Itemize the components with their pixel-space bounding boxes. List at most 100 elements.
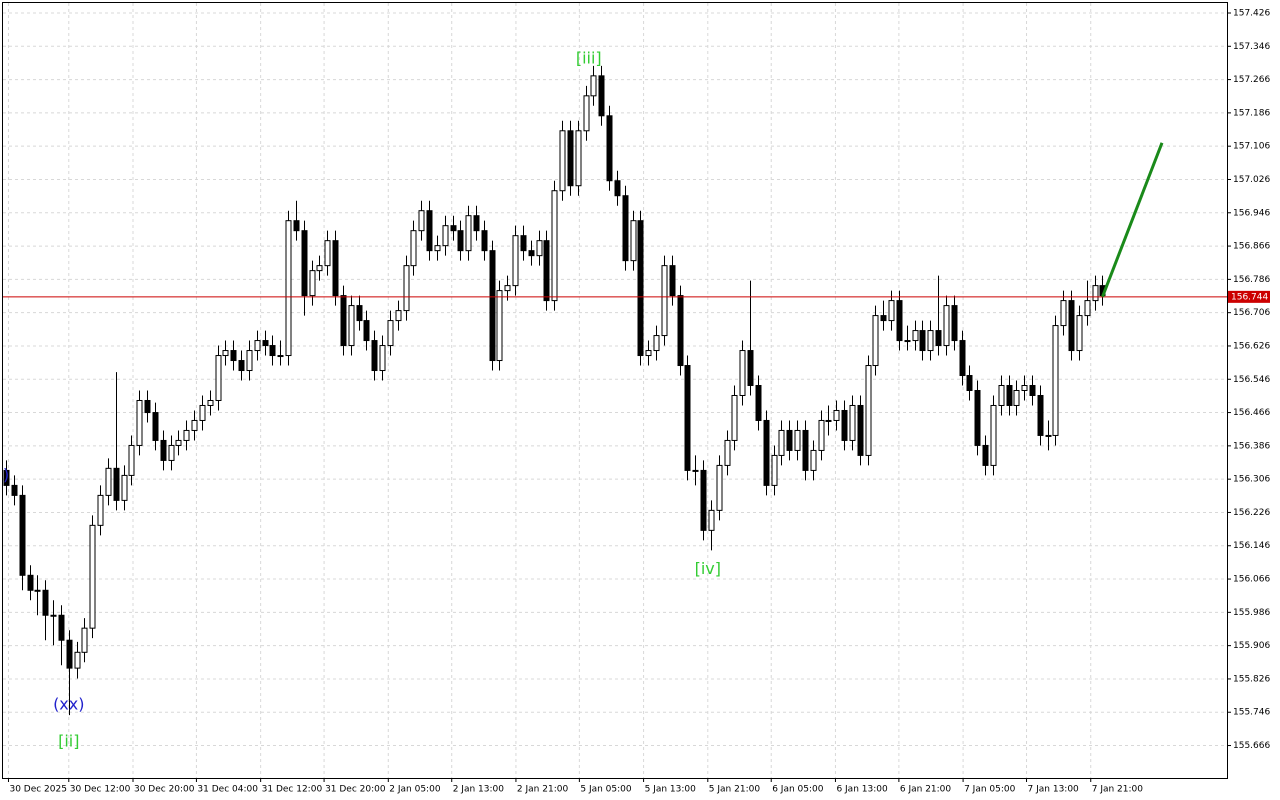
candle-body	[849, 404, 856, 441]
y-tick-label: 156.066	[1233, 575, 1270, 585]
candle-body	[285, 220, 292, 357]
candle-body	[802, 429, 809, 471]
candle-body	[42, 589, 49, 616]
wave-label: [iv]	[695, 559, 721, 578]
candle-body	[152, 412, 159, 441]
candle-body	[410, 230, 417, 267]
candle-body	[575, 130, 582, 187]
candle-body	[183, 429, 190, 441]
candle-body	[724, 439, 731, 466]
candle-body	[324, 240, 331, 267]
y-tick-label: 157.266	[1233, 75, 1270, 85]
candle-body	[684, 365, 691, 471]
candle-body	[144, 399, 151, 414]
candle-body	[66, 639, 73, 669]
candle-body	[943, 305, 950, 347]
candle-body	[309, 270, 316, 297]
candle-body	[496, 290, 503, 362]
candle-body	[692, 469, 699, 472]
candle-body	[418, 210, 425, 232]
candle-body	[778, 429, 785, 456]
x-tick-label: 6 Jan 13:00	[836, 785, 888, 795]
candle-body	[3, 469, 10, 486]
candle-body	[630, 220, 637, 262]
candle-body	[763, 419, 770, 486]
candle-body	[175, 439, 182, 446]
candle-body	[637, 220, 644, 357]
candle-body	[966, 375, 973, 392]
y-tick-label: 155.746	[1233, 708, 1270, 718]
candle-body	[1013, 390, 1020, 406]
candle-body	[238, 360, 245, 372]
candle-body	[356, 305, 363, 322]
x-tick-label: 31 Dec 04:00	[197, 785, 258, 795]
candle-body	[653, 335, 660, 352]
candle-body	[371, 340, 378, 372]
candle-body	[959, 340, 966, 377]
y-tick-label: 156.146	[1233, 541, 1270, 551]
y-tick-label: 157.186	[1233, 108, 1270, 118]
candle-body	[904, 340, 911, 343]
y-tick-label: 157.026	[1233, 175, 1270, 185]
candle-body	[794, 429, 801, 451]
candle-body	[1052, 325, 1059, 436]
x-tick-label: 30 Dec 20:00	[134, 785, 195, 795]
candle-body	[974, 390, 981, 446]
candle-body	[888, 300, 895, 322]
candle-body	[128, 444, 135, 476]
candle-body	[395, 310, 402, 322]
candle-body	[121, 474, 128, 501]
candle-body	[872, 315, 879, 367]
x-tick-label: 2 Jan 21:00	[517, 785, 569, 795]
candle-body	[590, 75, 597, 97]
candle-body	[786, 429, 793, 451]
candle-body	[833, 409, 840, 421]
candle-body	[215, 355, 222, 401]
candle-body	[622, 195, 629, 262]
candle-body	[716, 464, 723, 511]
candle-body	[230, 350, 237, 362]
x-tick-label: 6 Jan 05:00	[772, 785, 824, 795]
wave-label: [ii]	[58, 732, 79, 751]
candle-body	[481, 230, 488, 252]
candle-body	[559, 130, 566, 192]
candle-body	[89, 524, 96, 629]
candle-body	[269, 345, 276, 357]
price-tag-label: 156.744	[1231, 292, 1268, 302]
candle-body	[1092, 285, 1099, 302]
candle-body	[81, 627, 88, 653]
candle-body	[160, 439, 167, 461]
x-tick-label: 7 Jan 05:00	[964, 785, 1016, 795]
candle-body	[207, 399, 214, 406]
candle-body	[1021, 385, 1028, 392]
candle-body	[222, 350, 229, 357]
candle-body	[457, 230, 464, 252]
candle-body	[606, 115, 613, 182]
candle-body	[551, 190, 558, 302]
y-tick-label: 155.666	[1233, 741, 1270, 751]
candle-body	[810, 449, 817, 471]
candle-body	[857, 404, 864, 456]
candle-body	[489, 250, 496, 362]
candle-body	[614, 180, 621, 197]
candle-body	[982, 444, 989, 466]
candle-body	[403, 265, 410, 312]
candle-body	[27, 574, 34, 591]
y-tick-label: 155.826	[1233, 674, 1270, 684]
candle-body	[951, 305, 958, 342]
y-tick-label: 156.946	[1233, 208, 1270, 218]
y-tick-label: 156.226	[1233, 508, 1270, 518]
candle-body	[919, 330, 926, 352]
candle-body	[136, 399, 143, 446]
x-tick-label: 7 Jan 13:00	[1028, 785, 1080, 795]
candle-body	[669, 265, 676, 297]
candle-body	[191, 419, 198, 431]
candle-body	[1029, 385, 1036, 396]
candle-body	[755, 385, 762, 421]
candle-body	[1006, 385, 1013, 406]
candle-body	[598, 75, 605, 117]
y-tick-label: 156.466	[1233, 408, 1270, 418]
x-tick-label: 7 Jan 21:00	[1092, 785, 1144, 795]
candle-body	[528, 250, 535, 257]
